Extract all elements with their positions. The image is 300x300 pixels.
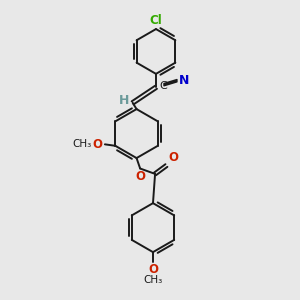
Text: N: N: [179, 74, 189, 87]
Text: C: C: [160, 81, 167, 92]
Text: CH₃: CH₃: [143, 274, 163, 284]
Text: CH₃: CH₃: [73, 139, 92, 149]
Text: O: O: [148, 263, 158, 277]
Text: O: O: [93, 137, 103, 151]
Text: Cl: Cl: [150, 14, 162, 27]
Text: O: O: [168, 151, 178, 164]
Text: O: O: [135, 170, 145, 183]
Text: H: H: [118, 94, 129, 107]
